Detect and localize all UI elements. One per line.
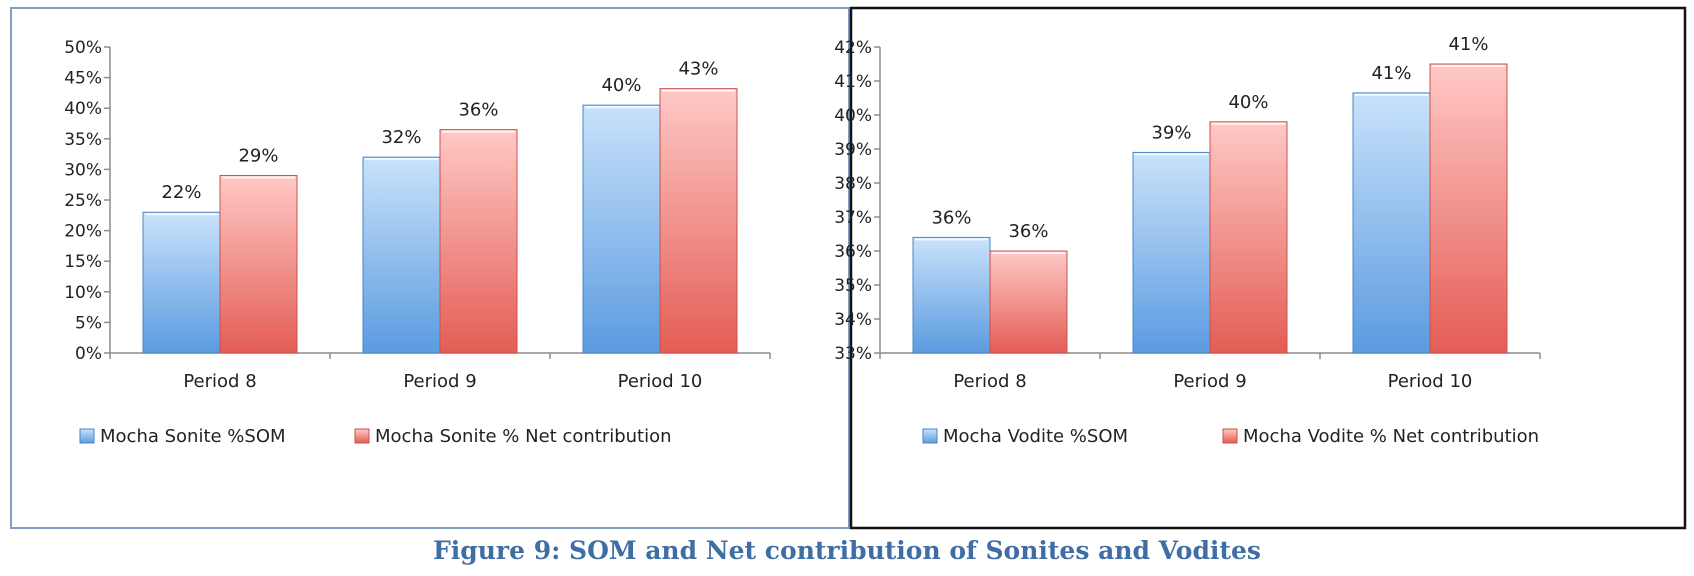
figure-caption: Figure 9: SOM and Net contribution of So… — [433, 536, 1261, 565]
y-tick-label: 42% — [834, 38, 872, 58]
bar — [582, 104, 661, 354]
y-tick-label: 15% — [64, 252, 102, 272]
y-tick-label: 41% — [834, 72, 872, 92]
bar — [142, 211, 221, 354]
legend-label: Mocha Vodite %SOM — [943, 426, 1128, 447]
y-tick-label: 39% — [834, 140, 872, 160]
bar — [362, 156, 441, 354]
x-tick-label: Period 8 — [953, 371, 1026, 392]
data-label: 36% — [931, 207, 971, 228]
bar — [1429, 63, 1508, 354]
x-tick-label: Period 10 — [618, 371, 703, 392]
x-tick-label: Period 9 — [403, 371, 476, 392]
y-tick-label: 20% — [64, 222, 102, 242]
bar — [912, 236, 991, 354]
x-tick-label: Period 9 — [1173, 371, 1246, 392]
legend-swatch — [354, 428, 370, 444]
data-label: 36% — [458, 100, 498, 121]
y-tick-label: 35% — [834, 276, 872, 296]
y-tick-label: 50% — [64, 38, 102, 58]
y-tick-label: 5% — [75, 313, 102, 333]
chart-vodites: 33% 34% 35% 36% 37% 38% 39% 40% 41% 42% Period 8 36… — [834, 34, 1541, 447]
y-tick-label: 45% — [64, 69, 102, 89]
y-tick-label: 33% — [834, 344, 872, 364]
data-label: 43% — [678, 59, 718, 80]
data-label: 36% — [1008, 221, 1048, 242]
y-tick-label: 40% — [834, 106, 872, 126]
legend-label: Mocha Sonite %SOM — [100, 426, 286, 447]
legend-label: Mocha Vodite % Net contribution — [1243, 426, 1539, 447]
y-tick-label: 25% — [64, 191, 102, 211]
data-label: 29% — [238, 146, 278, 167]
bar — [439, 129, 518, 354]
y-tick-label: 36% — [834, 242, 872, 262]
y-tick-label: 38% — [834, 174, 872, 194]
data-label: 40% — [601, 75, 641, 96]
y-tick-label: 40% — [64, 99, 102, 119]
bar — [659, 88, 738, 354]
data-label: 41% — [1371, 63, 1411, 84]
legend-swatch — [1222, 428, 1238, 444]
y-tick-label: 30% — [64, 160, 102, 180]
x-tick-label: Period 10 — [1388, 371, 1473, 392]
legend-swatch — [922, 428, 938, 444]
legend-swatch — [79, 428, 95, 444]
data-label: 22% — [161, 182, 201, 203]
y-tick-label: 0% — [75, 344, 102, 364]
y-tick-label: 37% — [834, 208, 872, 228]
bar — [1352, 92, 1431, 354]
legend-label: Mocha Sonite % Net contribution — [375, 426, 672, 447]
bar — [1209, 121, 1288, 354]
y-tick-label: 10% — [64, 283, 102, 303]
bar — [1132, 151, 1211, 354]
data-label: 39% — [1151, 122, 1191, 143]
bar — [989, 250, 1068, 354]
x-tick-label: Period 8 — [183, 371, 256, 392]
chart-sonites: 0% 5% 10% 15% 20% 25% 30% 35% 40% 45% 50% Period 8 2… — [64, 38, 771, 447]
data-label: 40% — [1228, 92, 1268, 113]
data-label: 32% — [381, 127, 421, 148]
bar — [219, 175, 298, 354]
data-label: 41% — [1448, 34, 1488, 55]
y-tick-label: 34% — [834, 310, 872, 330]
y-tick-label: 35% — [64, 130, 102, 150]
